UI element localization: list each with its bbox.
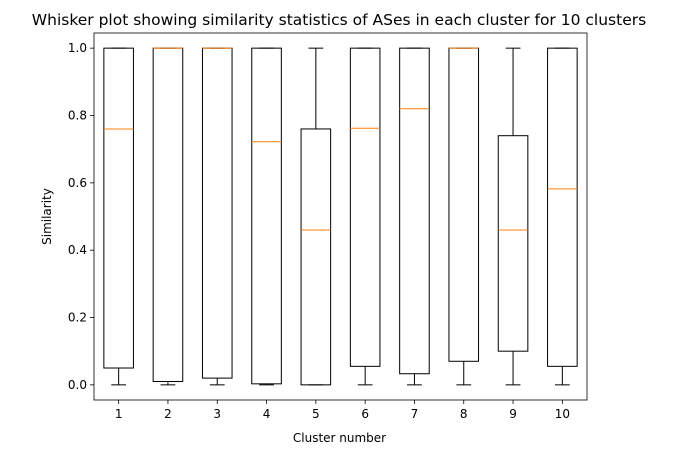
cluster-3-box xyxy=(201,47,233,379)
x-tick-label-6: 6 xyxy=(361,407,369,421)
cluster-1-box xyxy=(103,47,134,369)
cluster-2-box xyxy=(152,47,184,382)
x-axis-label: Cluster number xyxy=(293,431,386,445)
cluster-10-box xyxy=(547,47,578,367)
cluster-6-box xyxy=(349,47,381,367)
x-tick-label-7: 7 xyxy=(411,407,419,421)
x-tick-label-5: 5 xyxy=(312,407,320,421)
x-tick-label-4: 4 xyxy=(263,407,271,421)
cluster-5-box xyxy=(300,128,332,386)
y-tick-label-1.0: 1.0 xyxy=(68,41,87,55)
x-tick-label-10: 10 xyxy=(555,407,570,421)
cluster-8-box xyxy=(448,47,480,362)
cluster-7-box xyxy=(399,47,430,375)
x-tick-label-9: 9 xyxy=(509,407,517,421)
x-tick-label-2: 2 xyxy=(164,407,172,421)
y-tick-label-0.8: 0.8 xyxy=(68,108,87,122)
y-tick-label-0.4: 0.4 xyxy=(68,243,87,257)
x-tick-label-3: 3 xyxy=(213,407,221,421)
cluster-4-box xyxy=(251,47,282,385)
y-axis-label: Similarity xyxy=(40,188,54,245)
plot-area: 1 2 3 4 5 6 7 8 9 10 0.0 0.2 0.4 0.6 0.8 1.0 xyxy=(68,32,588,421)
y-tick-label-0.6: 0.6 xyxy=(68,176,87,190)
chart-title: Whisker plot showing similarity statisti… xyxy=(32,11,646,29)
y-tick-label-0.0: 0.0 xyxy=(68,378,87,392)
y-tick-label-0.2: 0.2 xyxy=(68,311,87,325)
cluster-9-box xyxy=(497,135,529,352)
x-tick-label-1: 1 xyxy=(115,407,123,421)
x-tick-label-8: 8 xyxy=(460,407,468,421)
axes-frame xyxy=(93,32,588,401)
